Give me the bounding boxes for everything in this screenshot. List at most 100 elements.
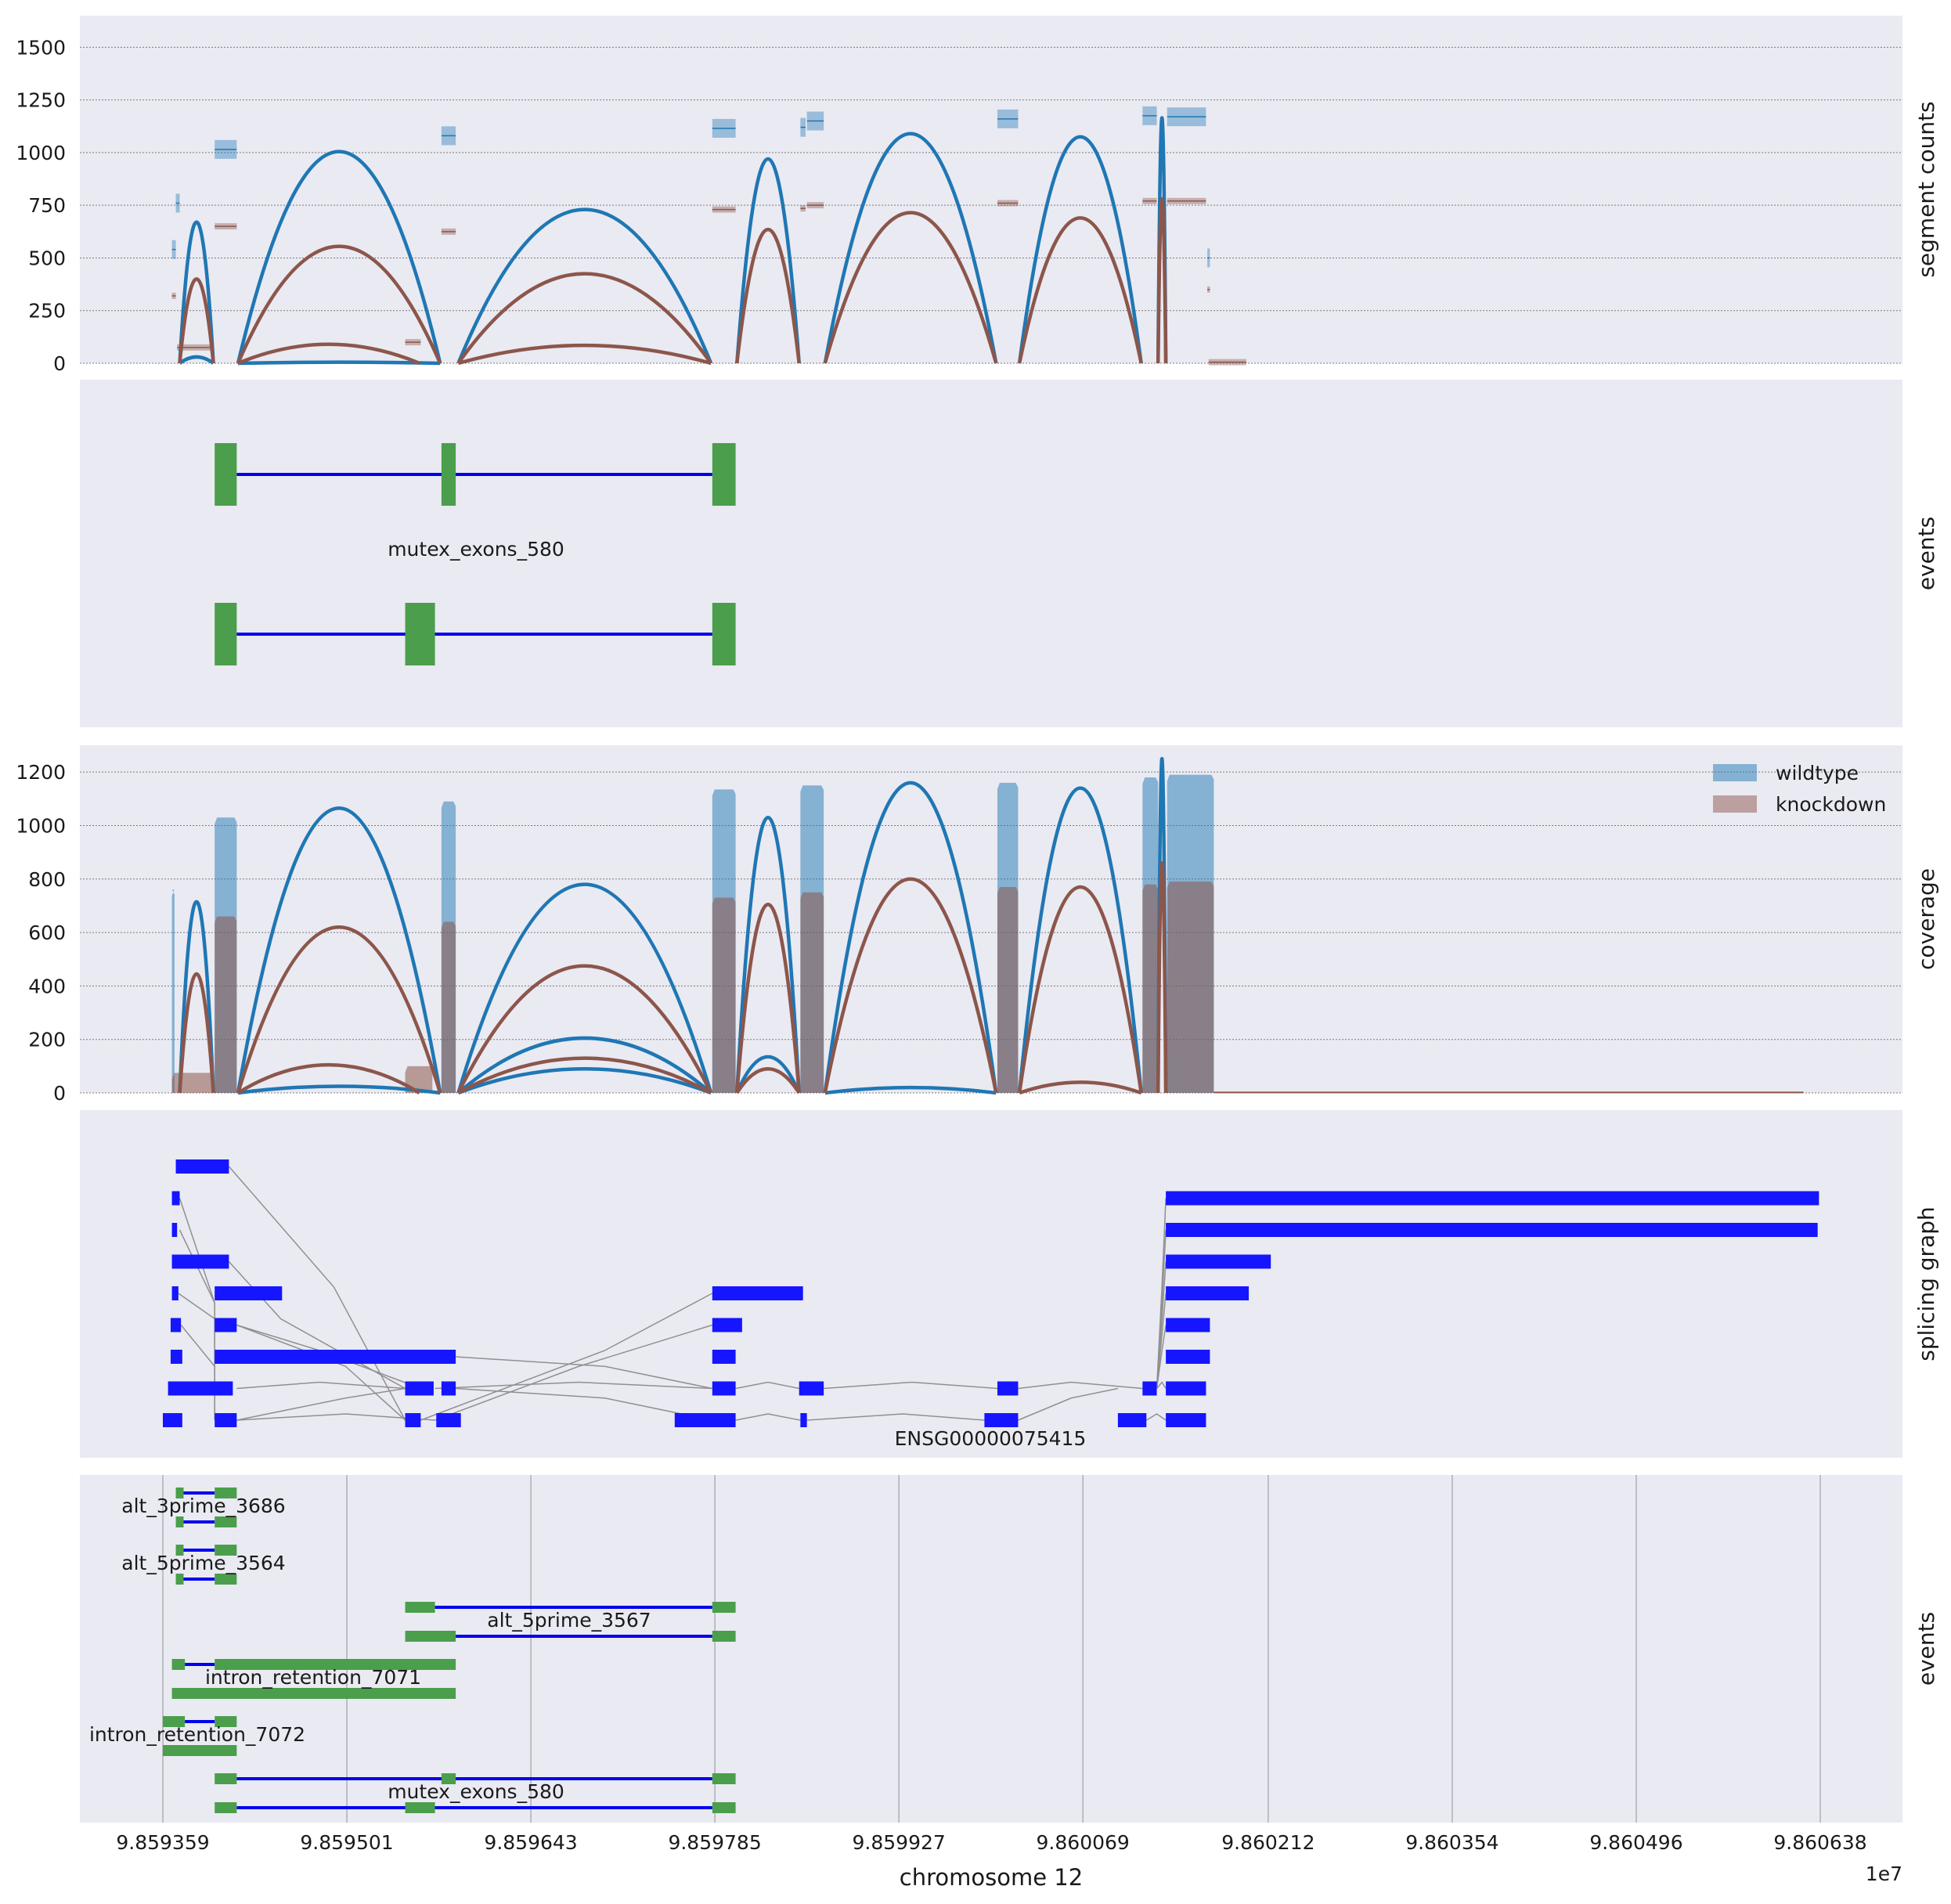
graph-edge <box>236 1387 406 1421</box>
event-exon <box>175 1516 184 1527</box>
graph-exon <box>215 1350 456 1364</box>
legend-label-wildtype: wildtype <box>1776 762 1859 784</box>
coverage-y-tick-label: 600 <box>28 921 66 944</box>
knockdown-coverage-region <box>1167 882 1214 1093</box>
graph-exon <box>1166 1254 1271 1269</box>
x-axis-label: chromosome 12 <box>900 1864 1083 1891</box>
x-tick-label: 9.860069 <box>1037 1831 1130 1854</box>
graph-edge <box>236 1324 406 1421</box>
knockdown-junction-arc <box>1017 216 1143 364</box>
graph-edge <box>1156 1381 1167 1389</box>
event-exon <box>405 1802 435 1813</box>
ylabel-events-top: events <box>1913 517 1939 590</box>
wildtype-coverage-arc <box>735 1055 801 1094</box>
x-tick-label: 9.860212 <box>1221 1831 1314 1854</box>
event-label-mutex-580: mutex_exons_580 <box>388 1780 564 1803</box>
knockdown-junction-arc <box>237 342 420 366</box>
knockdown-coverage-region <box>800 892 824 1093</box>
wildtype-junction-arc <box>456 207 713 364</box>
graph-exon <box>171 1191 180 1206</box>
x-tick-label: 9.859643 <box>484 1831 577 1854</box>
segment-counts-y-tick-label: 500 <box>28 247 66 269</box>
wildtype-junction-arc <box>237 360 441 366</box>
panel-splicing-graph <box>80 1110 1902 1458</box>
event-exon <box>712 443 736 506</box>
graph-edge <box>1018 1381 1143 1390</box>
gene-label: ENSG00000075415 <box>895 1427 1087 1450</box>
wildtype-junction-arc <box>735 157 801 364</box>
graph-edge <box>735 1413 801 1421</box>
knockdown-coverage-arc <box>735 902 801 1094</box>
wildtype-junction-arc <box>178 220 215 364</box>
graph-exon <box>712 1350 736 1364</box>
graph-exon <box>1166 1381 1206 1396</box>
event-exon <box>171 1688 456 1699</box>
knockdown-junction-arc <box>456 272 712 365</box>
knockdown-junction-arc <box>236 244 442 364</box>
knockdown-coverage-region <box>441 921 456 1093</box>
graph-exon <box>171 1254 229 1269</box>
knockdown-junction-arc <box>823 211 998 364</box>
panel-events-bottom <box>80 1475 1902 1823</box>
graph-exon <box>712 1318 742 1332</box>
graph-exon <box>1117 1413 1147 1427</box>
knockdown-coverage-arc <box>456 964 713 1094</box>
panel-coverage <box>80 745 1902 1093</box>
x-tick-label: 9.860638 <box>1773 1831 1866 1854</box>
graph-exon <box>170 1350 182 1364</box>
knockdown-coverage-region <box>215 916 237 1093</box>
graph-edge <box>1018 1387 1119 1421</box>
knockdown-coverage-arc <box>178 972 215 1094</box>
event-label-alt5-3567: alt_5prime_3567 <box>487 1609 651 1632</box>
graph-exon <box>405 1413 421 1427</box>
wildtype-coverage-region <box>171 889 175 1093</box>
legend-swatch-knockdown <box>1713 795 1757 813</box>
x-tick-label: 9.860496 <box>1589 1831 1682 1854</box>
graph-edge <box>456 1387 712 1421</box>
wildtype-coverage-arc <box>824 1085 997 1095</box>
graph-exon <box>436 1413 461 1427</box>
knockdown-junction-arc <box>1156 197 1168 364</box>
legend: wildtype knockdown <box>1713 762 1886 816</box>
wildtype-coverage-arc <box>178 900 215 1094</box>
coverage-y-tick-label: 200 <box>28 1029 66 1051</box>
wildtype-coverage-arc <box>457 1067 712 1095</box>
event-exon <box>215 443 237 506</box>
ylabel-segment-counts: segment counts <box>1913 101 1939 277</box>
x-offset-label: 1e7 <box>1866 1863 1902 1885</box>
graph-edge <box>1156 1325 1167 1389</box>
ylabel-splicing-graph: splicing graph <box>1913 1206 1939 1361</box>
graph-edge <box>435 1324 713 1421</box>
legend-swatch-wildtype <box>1713 764 1757 781</box>
event-exon <box>712 1802 736 1813</box>
wildtype-junction-arc <box>179 355 215 365</box>
graph-exon <box>1166 1191 1819 1206</box>
event-exon <box>215 1716 237 1727</box>
knockdown-junction-arc <box>178 277 215 364</box>
event-label-alt5-3564: alt_5prime_3564 <box>121 1552 285 1574</box>
graph-exon <box>215 1286 283 1300</box>
graph-edge <box>1156 1293 1167 1389</box>
event-label-ir-7071: intron_retention_7071 <box>205 1666 421 1689</box>
wildtype-junction-arc <box>823 132 998 364</box>
event-exon <box>712 1602 736 1613</box>
knockdown-coverage-arc <box>823 877 998 1094</box>
event-exon <box>175 1545 184 1556</box>
x-tick-label: 9.860354 <box>1405 1831 1498 1854</box>
segment-counts-y-tick-label: 750 <box>28 194 66 217</box>
segment-counts-y-tick-label: 0 <box>53 352 66 375</box>
coverage-y-tick-label: 1000 <box>16 814 66 837</box>
panel-events-top <box>80 380 1902 727</box>
wildtype-coverage-arc <box>456 882 713 1094</box>
x-tick-label: 9.859785 <box>668 1831 761 1854</box>
x-tick-label: 9.859927 <box>853 1831 946 1854</box>
knockdown-coverage-arc <box>735 1067 801 1094</box>
knockdown-coverage-arc <box>236 1063 420 1094</box>
wildtype-junction-arc <box>236 150 442 364</box>
graph-exon <box>1166 1318 1210 1332</box>
graph-exon <box>799 1381 824 1396</box>
event-exon <box>215 1802 237 1813</box>
knockdown-coverage-region <box>1142 884 1159 1093</box>
event-exon <box>405 1631 456 1642</box>
event-exon <box>175 1488 184 1498</box>
